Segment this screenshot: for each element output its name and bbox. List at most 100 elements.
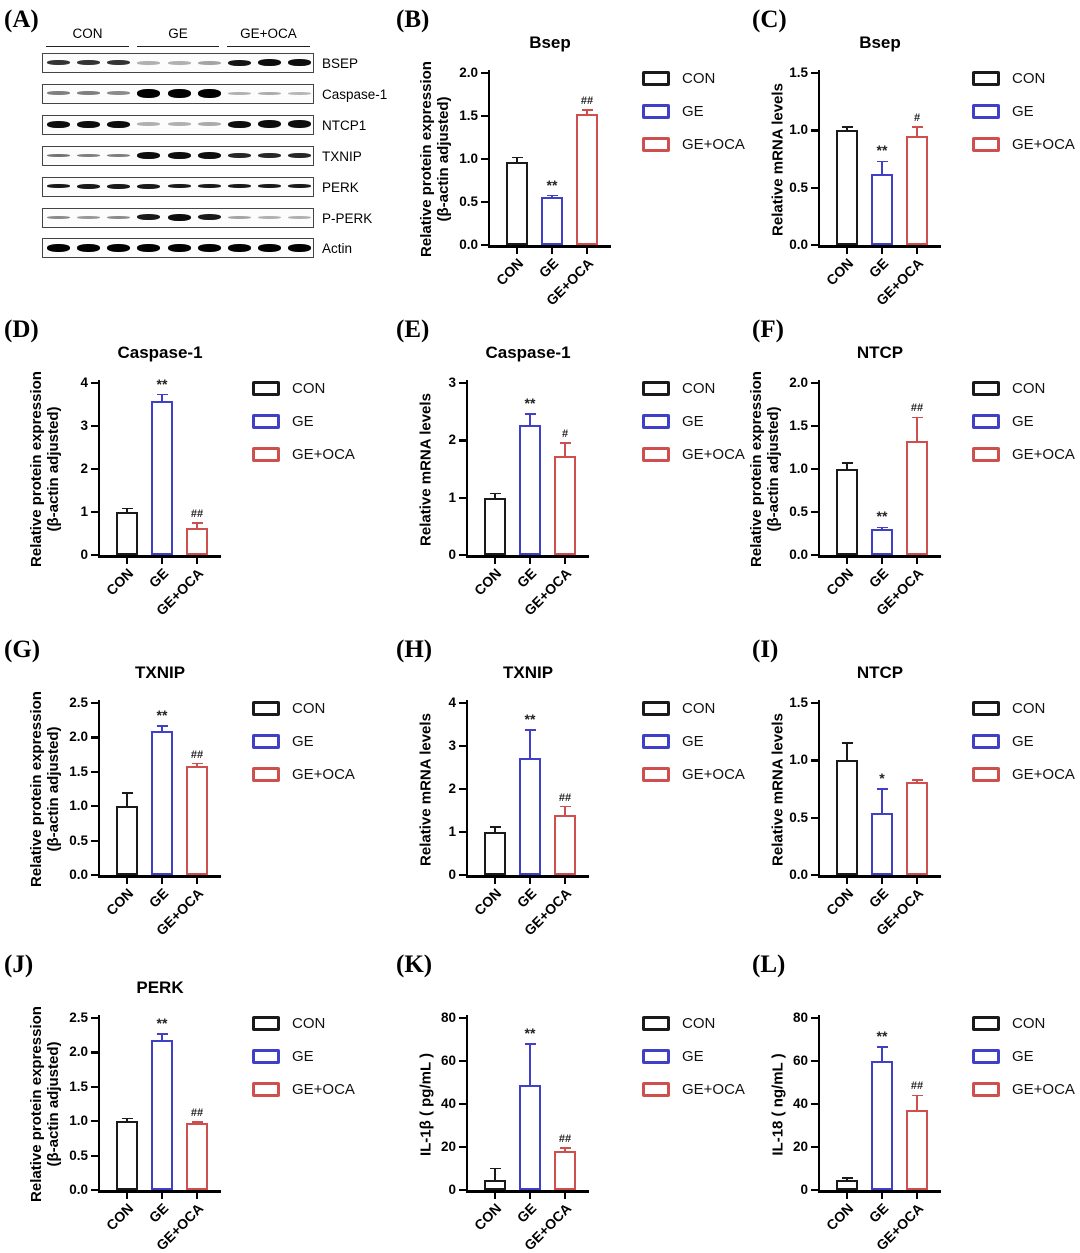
y-tick-mark (811, 468, 818, 471)
chart-title: TXNIP (502, 663, 554, 682)
x-axis-line (817, 875, 941, 878)
legend-item: GE+OCA (642, 446, 745, 463)
x-axis-line (97, 555, 221, 558)
y-tick-label: 80 (440, 1010, 456, 1025)
x-axis-line (487, 245, 611, 248)
panel-letter: (C) (752, 6, 787, 33)
error-bar (846, 126, 848, 132)
legend-label: GE (682, 1048, 704, 1065)
error-bar (881, 1047, 883, 1062)
legend-label: CON (682, 380, 716, 397)
y-tick-mark (91, 1154, 98, 1157)
panel-letter: (A) (4, 6, 39, 33)
blot-row-label: P-PERK (322, 210, 373, 226)
legend-label: GE (1012, 103, 1034, 120)
error-bar (126, 1118, 128, 1123)
legend-swatch (972, 137, 1000, 152)
y-tick-label: 1.5 (789, 695, 808, 710)
legend-item: GE+OCA (252, 446, 355, 463)
bar-CON (116, 1121, 138, 1190)
legend-swatch (642, 137, 670, 152)
protein-band (46, 120, 70, 128)
y-tick-mark (811, 425, 818, 428)
y-tick-label: 0.0 (789, 867, 808, 882)
error-bar (551, 195, 553, 198)
bar-GE+OCA (906, 441, 928, 555)
error-bar-cap (524, 1043, 536, 1045)
panel-C: (C) Bsep Relative mRNA levels 0.0 0.5 1.0 1… (720, 0, 1080, 310)
bar-GE+OCA (554, 1151, 576, 1190)
x-tick-mark (880, 248, 884, 254)
bar-GE+OCA (186, 527, 208, 555)
protein-band (197, 214, 221, 220)
bar-CON (506, 162, 528, 245)
protein-band (46, 215, 70, 219)
y-tick-label: 2.5 (69, 695, 88, 710)
x-tick-mark (915, 558, 919, 564)
protein-band (258, 184, 282, 189)
legend: CON GE GE+OCA (642, 1015, 745, 1116)
y-tick-mark (481, 244, 488, 247)
x-tick-mark (195, 878, 199, 884)
y-tick-label: 2.0 (459, 65, 478, 80)
error-bar-cap (911, 1094, 923, 1097)
legend-item: GE+OCA (252, 1081, 355, 1098)
significance-marker: ** (156, 706, 168, 723)
protein-band (288, 152, 312, 158)
legend-label: GE (292, 733, 314, 750)
y-tick-mark (481, 201, 488, 204)
bar-CON (116, 512, 138, 555)
panel-letter: (H) (396, 636, 433, 663)
legend-swatch (972, 104, 1000, 119)
error-bar-cap (191, 762, 203, 765)
legend-item: GE (252, 413, 355, 430)
legend-swatch (972, 414, 1000, 429)
y-tick-mark (459, 1103, 466, 1106)
legend-swatch (972, 71, 1000, 86)
x-tick-mark (493, 878, 497, 884)
error-bar (564, 443, 566, 457)
protein-band (46, 91, 70, 96)
plot-area: 0.0 0.5 1.0 1.5 2.0 2.5 CON ** GE ## GE+OCA (69, 695, 221, 938)
y-tick-label: 80 (792, 1010, 808, 1025)
error-bar-cap (156, 393, 168, 396)
y-tick-label: 2.0 (789, 375, 808, 390)
y-tick-label: 0.0 (459, 237, 478, 252)
legend-item: GE+OCA (972, 1081, 1075, 1098)
x-tick-mark (563, 1193, 567, 1199)
y-tick-mark (811, 759, 818, 762)
legend-swatch (252, 734, 280, 749)
error-bar-cap (911, 779, 923, 781)
y-tick-label: 1.5 (789, 65, 808, 80)
x-tick-mark (195, 558, 199, 564)
bar-GE (519, 1084, 541, 1190)
protein-band (137, 60, 161, 65)
protein-band (258, 120, 282, 129)
blot-row-box (42, 145, 314, 166)
x-tick-mark (160, 878, 164, 884)
error-bar (564, 1148, 566, 1153)
y-tick-mark (459, 1017, 466, 1020)
legend-swatch (642, 447, 670, 462)
protein-band (197, 243, 221, 252)
error-bar-cap (489, 492, 501, 495)
y-tick-label: 0.5 (69, 832, 88, 848)
error-bar-cap (559, 805, 571, 808)
blot-row-box (42, 53, 314, 73)
protein-band (227, 152, 251, 158)
legend-item: GE (972, 733, 1075, 750)
blot-row-box (42, 114, 314, 135)
significance-marker: ** (524, 1024, 536, 1041)
protein-band (167, 184, 191, 189)
error-bar-cap (841, 742, 853, 744)
legend-swatch (972, 767, 1000, 782)
protein-band (107, 243, 131, 252)
legend-item: GE (642, 1048, 745, 1065)
y-tick-label: 0 (448, 1182, 456, 1197)
legend-swatch (972, 1049, 1000, 1064)
legend-item: CON (252, 700, 355, 717)
chart-title: Bsep (529, 33, 571, 52)
x-tick-mark (915, 878, 919, 884)
legend-label: GE (292, 1048, 314, 1065)
y-tick-mark (459, 1146, 466, 1149)
